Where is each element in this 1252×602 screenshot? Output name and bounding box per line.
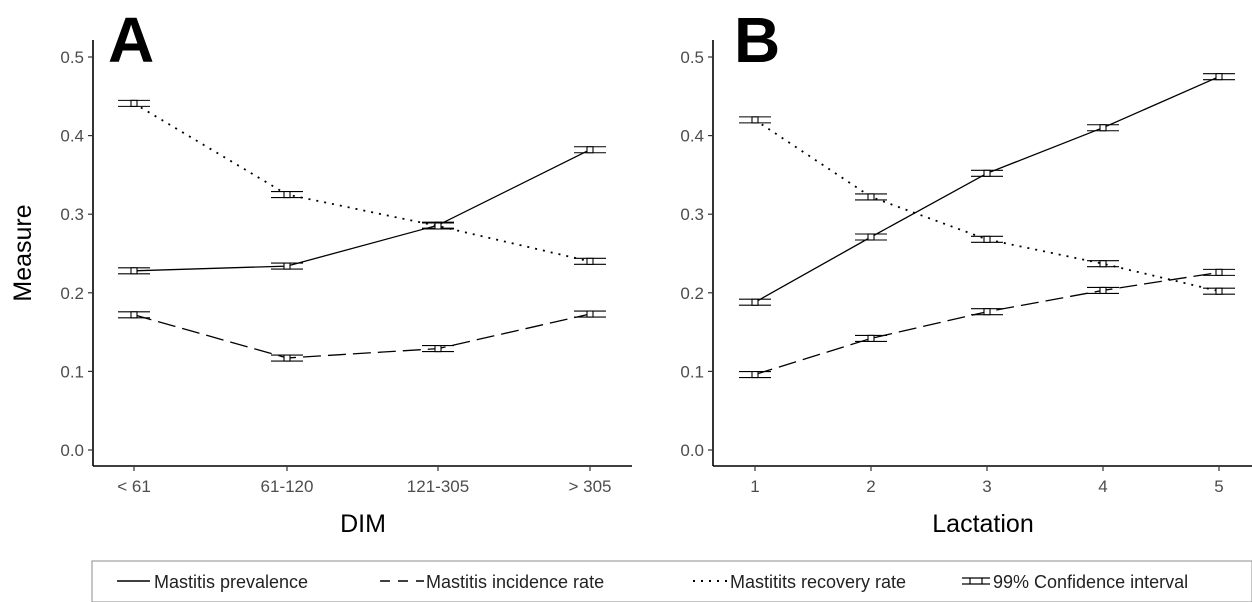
panel-b-x-tick-label: 2 bbox=[866, 477, 875, 496]
panel-a-x-tick-label: 121-305 bbox=[407, 477, 469, 496]
panel-a-data-point bbox=[118, 99, 150, 107]
panel-a-x-tick-label: > 305 bbox=[568, 477, 611, 496]
panel-a-x-axis-title: DIM bbox=[340, 510, 386, 538]
panel-b-data-point bbox=[1087, 124, 1119, 132]
panel-a-y-tick-label: 0.1 bbox=[60, 362, 84, 381]
panel-b-data-point bbox=[855, 233, 887, 241]
panel-a-x-tick-label: < 61 bbox=[117, 477, 151, 496]
panel-a-data-point bbox=[118, 267, 150, 275]
legend-label-prevalence: Mastitis prevalence bbox=[154, 572, 308, 592]
panel-a-data-point bbox=[271, 262, 303, 270]
panel-b: B 0.0 0.1 0.2 0.3 0.4 0.5 1 2 3 4 5 Lactation bbox=[680, 4, 1252, 538]
panel-b-x-tick-label: 5 bbox=[1214, 477, 1223, 496]
legend-box bbox=[91, 560, 1252, 602]
legend-key-errorbar bbox=[962, 577, 990, 585]
panel-b-y-tick-label: 0.1 bbox=[680, 362, 704, 381]
panel-b-y-tick-label: 0.2 bbox=[680, 284, 704, 303]
panel-a-y-tick-label: 0.4 bbox=[60, 127, 84, 146]
panel-a-data-point bbox=[422, 222, 454, 230]
panel-a-y-tick-label: 0.5 bbox=[60, 48, 84, 67]
panel-b-data-point bbox=[971, 308, 1003, 316]
panel-b-x-tick-label: 4 bbox=[1098, 477, 1107, 496]
panel-b-data-point bbox=[1087, 286, 1119, 294]
panel-b-data-point bbox=[739, 116, 771, 124]
panel-b-data-point bbox=[739, 370, 771, 379]
legend-label-ci: 99% Confidence interval bbox=[993, 572, 1188, 592]
panel-b-data-point bbox=[971, 235, 1003, 243]
panel-b-data-point bbox=[971, 169, 1003, 177]
panel-b-x-tick-label: 3 bbox=[982, 477, 991, 496]
panel-a-data-point bbox=[574, 146, 606, 154]
panel-a-y-tick-label: 0.2 bbox=[60, 284, 84, 303]
panel-b-y-tick-label: 0.5 bbox=[680, 48, 704, 67]
panel-a-data-point bbox=[118, 311, 150, 319]
panel-a-data-point bbox=[574, 310, 606, 318]
panel-b-y-tick-label: 0.0 bbox=[680, 441, 704, 460]
panel-a-series-dashed-line bbox=[133, 313, 591, 359]
panel-b-data-point bbox=[1087, 260, 1119, 268]
panel-b-x-tick-label: 1 bbox=[750, 477, 759, 496]
panel-b-x-axis-title: Lactation bbox=[932, 510, 1033, 538]
panel-a-data-point bbox=[271, 354, 303, 362]
panel-b-data-point bbox=[1203, 287, 1235, 295]
panel-b-data-point bbox=[739, 298, 771, 306]
panel-a-data-point bbox=[422, 345, 454, 353]
legend-label-recovery: Mastitits recovery rate bbox=[730, 572, 906, 592]
panel-b-y-tick-label: 0.3 bbox=[680, 205, 704, 224]
panel-b-series-solid-line bbox=[754, 76, 1220, 303]
panel-a-x-tick-label: 61-120 bbox=[261, 477, 314, 496]
panel-a-data-point bbox=[271, 191, 303, 199]
panel-b-series-dotted-line bbox=[754, 119, 1220, 293]
panel-a-data-point bbox=[574, 257, 606, 265]
panel-a-series-dotted-line bbox=[133, 102, 591, 263]
panel-b-series-dashed-line bbox=[754, 271, 1220, 376]
panel-a-y-tick-label: 0.0 bbox=[60, 441, 84, 460]
panel-a-letter: A bbox=[108, 4, 154, 76]
panel-a-y-axis-title: Measure bbox=[9, 204, 37, 301]
panel-b-data-point bbox=[1203, 73, 1235, 81]
panel-b-data-point bbox=[855, 193, 887, 201]
panel-a-series-solid-line bbox=[133, 149, 591, 272]
panel-b-data-point bbox=[855, 334, 887, 342]
panel-a: A 0.0 0.1 0.2 0.3 0.4 0.5 < 61 61-120 121-305 > 30… bbox=[9, 4, 632, 538]
panel-b-data-point bbox=[1203, 268, 1235, 276]
legend: Mastitis prevalence Mastitis incidence r… bbox=[91, 560, 1252, 602]
legend-label-incidence: Mastitis incidence rate bbox=[426, 572, 604, 592]
panel-b-y-tick-label: 0.4 bbox=[680, 127, 704, 146]
panel-a-y-tick-label: 0.3 bbox=[60, 205, 84, 224]
panel-b-letter: B bbox=[734, 4, 780, 76]
